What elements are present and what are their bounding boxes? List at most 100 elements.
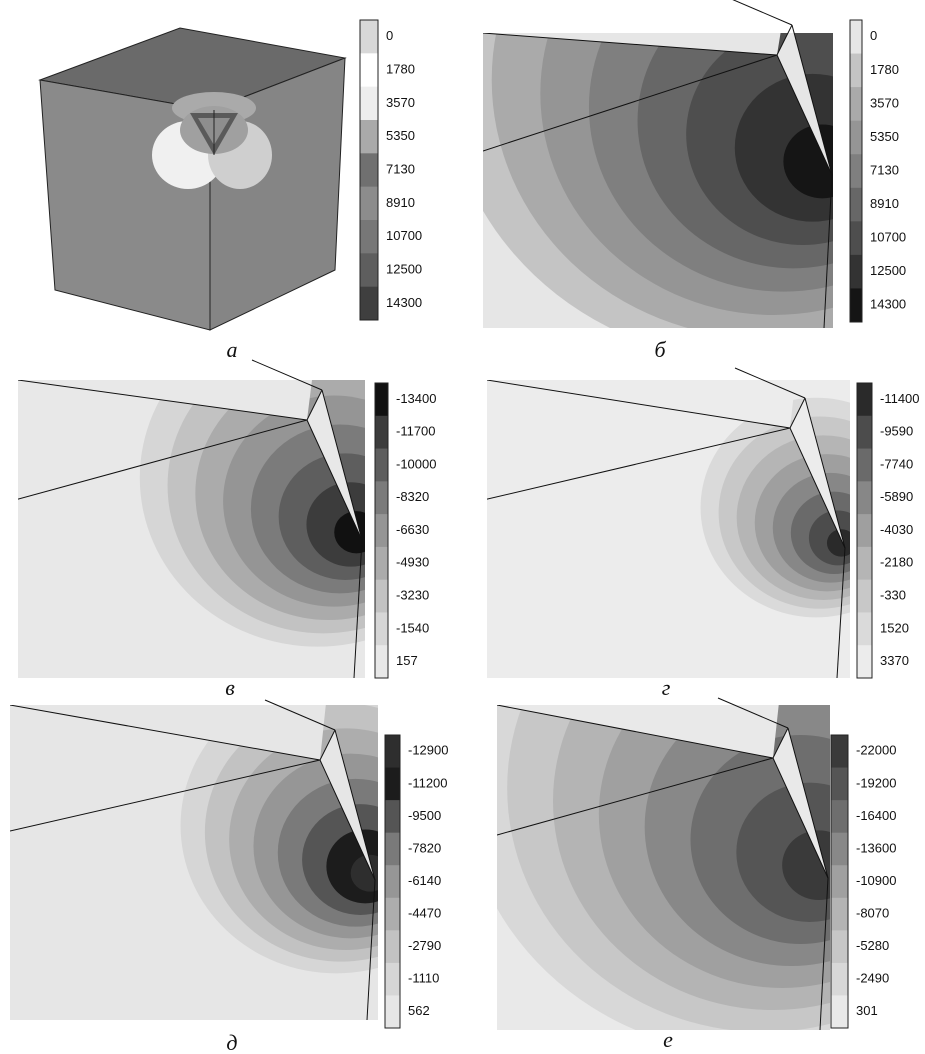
legend-swatch: [375, 383, 388, 416]
legend-label: 5350: [870, 129, 899, 144]
legend-label: -2180: [880, 555, 913, 570]
legend-swatch: [850, 87, 862, 121]
panel-label: б: [654, 337, 666, 362]
cube: [40, 28, 345, 330]
legend-label: 157: [396, 653, 418, 668]
legend-label: 14300: [870, 297, 906, 312]
legend-label: -1540: [396, 620, 429, 635]
legend-swatch: [375, 449, 388, 482]
legend-label: -22000: [856, 743, 896, 758]
legend-swatch: [831, 898, 848, 931]
legend-swatch: [385, 768, 400, 801]
legend-label: -11700: [396, 424, 436, 439]
legend-swatch: [831, 930, 848, 963]
legend-label: -4470: [408, 905, 441, 920]
legend-label: 7130: [386, 161, 415, 176]
legend-label: -12900: [408, 743, 448, 758]
legend-label: 1780: [386, 61, 415, 76]
legend-swatch: [375, 481, 388, 514]
legend-swatch: [360, 120, 378, 154]
legend-swatch: [360, 220, 378, 254]
legend-label: 10700: [870, 230, 906, 245]
legend-swatch: [360, 53, 378, 87]
legend-swatch: [831, 768, 848, 801]
legend-swatch: [360, 153, 378, 187]
legend-label: -10900: [856, 873, 896, 888]
legend-swatch: [831, 865, 848, 898]
legend-swatch: [385, 735, 400, 768]
legend-swatch: [831, 963, 848, 996]
legend-swatch: [857, 514, 872, 547]
legend-label: 5350: [386, 128, 415, 143]
legend-swatch: [385, 833, 400, 866]
legend-swatch: [360, 253, 378, 287]
legend-swatch: [360, 187, 378, 221]
legend-swatch: [375, 547, 388, 580]
panel-label: г: [662, 675, 671, 700]
legend-swatch: [375, 514, 388, 547]
legend-swatch: [831, 995, 848, 1028]
legend-label: -1110: [408, 971, 439, 986]
legend-label: -8070: [856, 905, 889, 920]
legend-label: 8910: [386, 195, 415, 210]
legend-label: -5890: [880, 489, 913, 504]
legend-swatch: [857, 416, 872, 449]
legend-label: -2490: [856, 971, 889, 986]
panel-label: в: [225, 675, 235, 700]
legend-swatch: [850, 121, 862, 155]
legend-label: -19200: [856, 775, 896, 790]
legend-label: -8320: [396, 489, 429, 504]
legend-swatch: [850, 188, 862, 222]
legend-swatch: [360, 20, 378, 54]
legend-label: -7740: [880, 456, 913, 471]
legend-label: -10000: [396, 456, 436, 471]
legend-label: -13600: [856, 840, 896, 855]
legend-swatch: [850, 20, 862, 54]
contour-plot: [395, 0, 925, 385]
legend-label: -7820: [408, 840, 441, 855]
legend-label: -11400: [880, 391, 920, 406]
legend-label: -13400: [396, 391, 436, 406]
contour: [783, 124, 861, 198]
legend-label: 301: [856, 1003, 878, 1018]
legend-swatch: [375, 612, 388, 645]
legend-swatch: [385, 995, 400, 1028]
legend-label: 12500: [386, 261, 422, 276]
legend-label: 14300: [386, 295, 422, 310]
legend-swatch: [831, 735, 848, 768]
legend-swatch: [385, 898, 400, 931]
panel-label: д: [226, 1030, 237, 1054]
legend-swatch: [857, 383, 872, 416]
legend-label: -330: [880, 587, 906, 602]
legend-label: -3230: [396, 587, 429, 602]
legend-label: 3570: [870, 95, 899, 110]
legend-label: -2790: [408, 938, 441, 953]
legend-label: 562: [408, 1003, 430, 1018]
legend-swatch: [360, 87, 378, 121]
legend-swatch: [385, 930, 400, 963]
legend-label: 1520: [880, 620, 909, 635]
contour-plot: [10, 653, 506, 1021]
legend-swatch: [857, 580, 872, 613]
legend-swatch: [850, 221, 862, 255]
legend-label: -4030: [880, 522, 913, 537]
legend-swatch: [385, 865, 400, 898]
legend-swatch: [385, 963, 400, 996]
legend-label: 0: [386, 28, 393, 43]
legend-label: 8910: [870, 196, 899, 211]
legend-label: -6630: [396, 522, 429, 537]
legend-swatch: [375, 580, 388, 613]
legend-label: 3370: [880, 653, 909, 668]
legend-label: -11200: [408, 775, 448, 790]
figure: 017803570535071308910107001250014300а017…: [0, 0, 925, 1054]
legend-swatch: [831, 800, 848, 833]
legend-swatch: [831, 833, 848, 866]
legend-label: 12500: [870, 263, 906, 278]
legend-swatch: [385, 800, 400, 833]
legend-label: 0: [870, 28, 877, 43]
legend-label: 7130: [870, 162, 899, 177]
panel-label: е: [663, 1027, 673, 1052]
legend-label: -6140: [408, 873, 441, 888]
legend-swatch: [857, 645, 872, 678]
legend-swatch: [850, 288, 862, 322]
